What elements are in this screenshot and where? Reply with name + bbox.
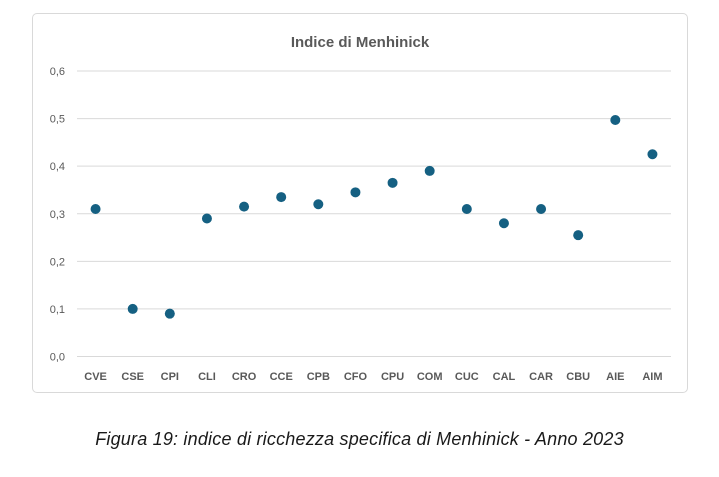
x-axis-tick-label: CAR (529, 371, 553, 383)
data-point-CVE (90, 203, 101, 214)
y-axis-tick-label: 0,4 (50, 161, 65, 173)
data-point-AIE (610, 115, 621, 126)
x-axis-tick-label: CSE (121, 371, 144, 383)
x-axis-tick-label: CPI (161, 371, 179, 383)
x-axis-tick-label: AIM (642, 371, 662, 383)
y-axis-tick-label: 0,1 (50, 304, 65, 316)
data-point-CBU (573, 230, 584, 241)
x-axis-tick-label: CAL (493, 371, 516, 383)
data-point-CAL (498, 218, 509, 229)
y-axis-tick-label: 0,5 (50, 114, 65, 126)
y-axis-tick-label: 0,2 (50, 256, 65, 268)
x-axis-tick-label: AIE (606, 371, 624, 383)
figure-caption: Figura 19: indice di ricchezza specifica… (95, 429, 624, 449)
data-point-CCE (276, 192, 287, 203)
data-point-CAR (536, 203, 547, 214)
x-axis-tick-label: CLI (198, 371, 216, 383)
data-point-CUC (461, 203, 472, 214)
x-axis-tick-label: CCE (270, 371, 293, 383)
x-axis-tick-label: CBU (566, 371, 590, 383)
x-axis-tick-label: CFO (344, 371, 368, 383)
data-point-CLI (201, 213, 212, 224)
y-axis-tick-label: 0,3 (50, 209, 65, 221)
x-axis-tick-label: CUC (455, 371, 479, 383)
menhinick-chart-card: Indice di Menhinick 0,0 0,1 0,2 0,3 0,4 0,5 0,… (32, 13, 688, 393)
x-axis-tick-label: CPU (381, 371, 404, 383)
data-point-CPB (313, 199, 324, 210)
data-point-COM (424, 165, 435, 176)
x-axis-tick-label: COM (417, 371, 443, 383)
chart-title: Indice di Menhinick (290, 34, 430, 51)
y-axis-tick-label: 0,6 (50, 66, 65, 78)
y-axis-tick-label: 0,0 (50, 352, 65, 364)
data-point-CFO (350, 187, 361, 198)
data-point-CPU (387, 177, 398, 188)
data-point-CPI (164, 308, 175, 319)
data-point-CRO (239, 201, 250, 212)
x-axis-tick-label: CVE (84, 371, 107, 383)
x-axis-tick-label: CPB (307, 371, 330, 383)
x-axis-tick-label: CRO (232, 371, 257, 383)
data-point-AIM (647, 149, 658, 160)
scatter-plot: 0,0 0,1 0,2 0,3 0,4 0,5 0,6 CVE CSE CPI CLI CRO CCE C… (50, 66, 671, 383)
data-point-CSE (127, 303, 138, 314)
